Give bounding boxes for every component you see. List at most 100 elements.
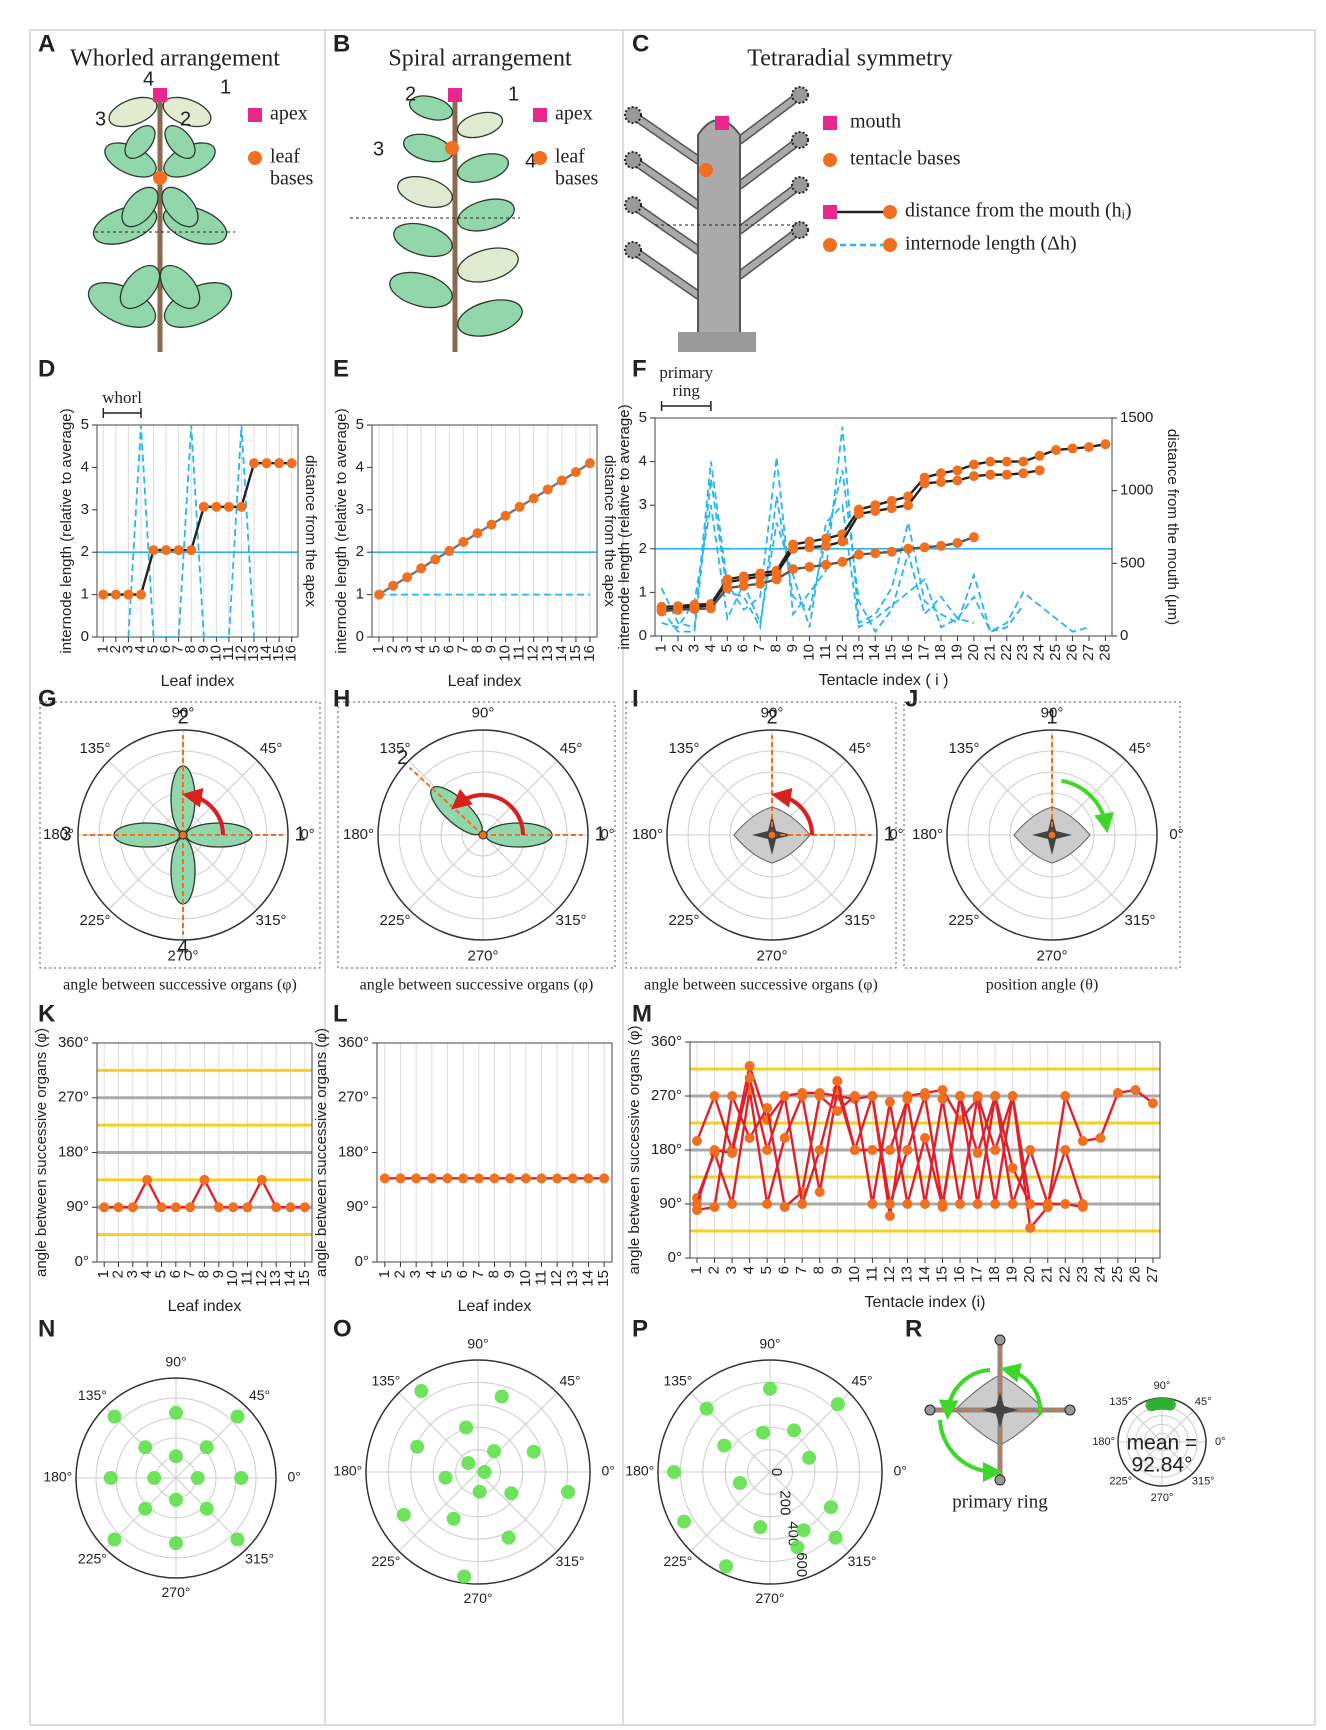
label: bases [270,168,314,190]
panel-letter: P [632,1315,648,1342]
angle-label: 270° [1151,1492,1174,1504]
marker [584,1173,594,1183]
y-tick-label: 1 [356,586,364,603]
x-tick-label: 3 [685,644,702,652]
marker [832,1076,842,1086]
marker [1100,439,1110,449]
apex-marker [248,108,262,122]
x-tick-label: 15 [883,644,900,661]
x-tick-label: 1 [376,1270,393,1278]
annotation-bracket [103,408,141,418]
angle-label: 90° [165,1353,186,1369]
panel-letter: H [333,685,350,712]
marker [710,1145,720,1155]
x-tick-label: 21 [1039,1266,1056,1283]
marker [805,542,815,552]
x-tick-label: 14 [916,1266,933,1283]
marker [243,1202,253,1212]
r-tick-label: 200 [776,1490,793,1515]
label: 3 [373,138,384,160]
x-tick-label: 9 [784,644,801,652]
marker [815,1091,825,1101]
y2-tick-label: 1000 [1120,482,1153,499]
label: angle between successive organs (φ) [644,977,878,994]
point [169,1536,183,1550]
x-tick-label: 5 [438,1270,455,1278]
marker [955,1199,965,1209]
angle-label: 180° [1092,1436,1115,1448]
marker [1084,442,1094,452]
marker [444,546,454,556]
marker [571,467,581,477]
figure: D12345678910111213141516012345Leaf index… [0,0,1326,1730]
y-tick-label: 5 [356,416,364,433]
marker [772,574,782,584]
marker [174,545,184,555]
base-marker [153,171,167,185]
marker [673,605,683,615]
label: apex [555,103,593,125]
y-tick-label: 2 [639,540,647,557]
panel-letter: C [632,30,649,57]
y2-tick-label: 0 [1120,627,1128,644]
point [504,1486,518,1500]
point [169,1449,183,1463]
angle-label: 225° [371,1553,400,1569]
marker [832,1106,842,1116]
y-tick-label: 360° [651,1033,682,1050]
point [169,1493,183,1507]
x-tick-label: 20 [965,644,982,661]
y-tick-label: 1 [81,586,89,603]
marker [1051,445,1061,455]
marker [952,475,962,485]
marker [936,477,946,487]
annotation: mean = [1127,1432,1198,1455]
angle-label: 135° [663,1373,692,1389]
point [200,1502,214,1516]
point [169,1406,183,1420]
angle-label: 135° [668,740,699,757]
body [698,120,740,345]
angle-label: 225° [668,912,699,929]
marker [123,590,133,600]
marker [185,1202,195,1212]
label: 1 [883,823,894,845]
marker [136,590,146,600]
x-tick-label: 19 [1004,1266,1021,1283]
point [719,1559,733,1573]
marker [458,1173,468,1183]
y-tick-label: 2 [81,543,89,560]
point [410,1440,424,1454]
angle-label: 0° [288,1469,301,1485]
marker [1068,444,1078,454]
marker [710,1202,720,1212]
marker [585,458,595,468]
angle-label: 315° [245,1550,274,1566]
x-axis-label: Leaf index [168,1298,242,1315]
label: 2 [397,747,408,769]
panel-letter: O [333,1315,352,1342]
marker [200,1175,210,1185]
label: internode length (Δh) [905,233,1077,255]
angle-label: 315° [848,1553,877,1569]
marker [161,545,171,555]
tentacle-tip [995,1335,1005,1345]
marker [1008,1163,1018,1173]
panel-letter: D [38,355,55,382]
angle-label: 270° [1036,947,1067,964]
x-tick-label: 8 [811,1266,828,1274]
x-tick-label: 15 [595,1270,612,1287]
y-axis-label: angle between successive organs (φ) [33,1028,50,1277]
marker [1002,457,1012,467]
x-tick-label: 13 [898,1266,915,1283]
y2-tick-label: 500 [1120,554,1145,571]
marker [171,1202,181,1212]
angle-label: 45° [560,740,583,757]
panel-letter: I [632,685,639,712]
x-tick-label: 18 [932,644,949,661]
angle-label: 225° [663,1553,692,1569]
panel-letter: K [38,1000,56,1027]
marker [821,560,831,570]
y-tick-label: 180° [58,1143,89,1160]
x-tick-label: 22 [998,644,1015,661]
